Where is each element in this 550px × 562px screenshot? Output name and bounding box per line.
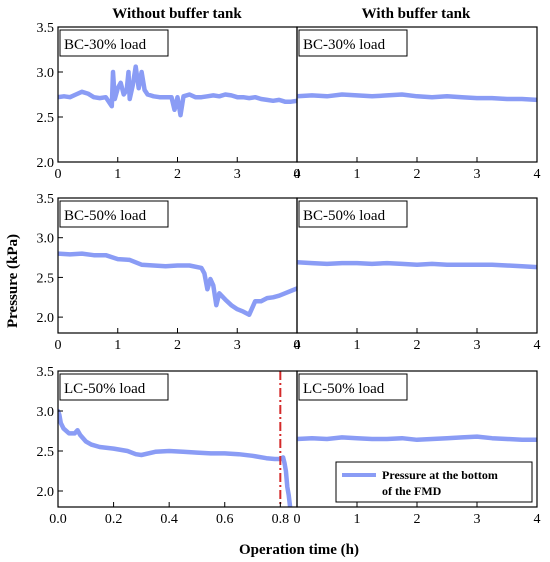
panel-label: BC-50% load — [64, 208, 147, 224]
panel-middle-right: 0 1 2 3 4 BC-50% load — [294, 197, 541, 353]
x-tick-label: 0.8 — [272, 512, 290, 527]
x-tick-label: 1 — [114, 167, 121, 182]
y-tick-label: 3.5 — [37, 192, 55, 207]
y-tick-label: 3.5 — [37, 21, 55, 36]
y-tick-label: 2.0 — [37, 485, 55, 500]
y-tick-label: 2.5 — [37, 445, 55, 460]
panel-label-box — [298, 373, 408, 401]
series-line-top-right — [297, 92, 537, 103]
legend: Pressure at the bottom of the FMD — [335, 461, 533, 503]
series-line-top-left — [58, 64, 297, 118]
y-tick-label: 2.5 — [37, 111, 55, 126]
panel-label: LC-50% load — [303, 381, 385, 397]
series-line-bottom-left — [58, 408, 293, 507]
x-tick-label: 2 — [414, 167, 421, 182]
panel-label: BC-50% load — [303, 208, 386, 224]
x-tick-label: 2 — [174, 338, 181, 353]
panel-label-box — [59, 200, 169, 228]
series-line-bottom-right — [297, 434, 537, 443]
x-tick-label: 0.6 — [216, 512, 234, 527]
panel-label-box — [59, 29, 169, 57]
x-tick-label: 1 — [354, 512, 361, 527]
y-axis-title: Pressure (kPa) — [5, 234, 21, 328]
panel-bottom-right: 0 1 2 3 4 LC-50% load — [294, 370, 541, 527]
panel-middle-left: 0 1 2 3 4 2.0 2.5 3.0 3.5 BC-50% load — [37, 192, 301, 353]
x-tick-label: 2 — [414, 512, 421, 527]
x-tick-label: 3 — [474, 338, 481, 353]
x-tick-label: 0 — [294, 338, 301, 353]
x-tick-label: 4 — [534, 167, 541, 182]
panels: 0 1 2 3 4 2.0 2.5 3.0 3.5 BC-30% load 0 1 2 3 4 BC-30% … — [37, 21, 541, 527]
x-tick-label: 1 — [114, 338, 121, 353]
x-tick-label: 4 — [534, 512, 541, 527]
x-tick-label: 4 — [534, 338, 541, 353]
x-tick-label: 0.0 — [49, 512, 67, 527]
y-tick-label: 3.5 — [37, 365, 55, 380]
y-tick-label: 2.5 — [37, 271, 55, 286]
y-tick-label: 2.0 — [37, 156, 55, 171]
y-tick-label: 3.0 — [37, 66, 55, 81]
panel-label-box — [298, 200, 408, 228]
y-tick-label: 2.0 — [37, 311, 55, 326]
column-title-with-buffer: With buffer tank — [362, 6, 471, 22]
x-tick-label: 4 — [294, 167, 301, 182]
panel-bottom-left: 0.0 0.2 0.4 0.6 0.8 2.0 2.5 3.0 3.5 LC-50% load — [37, 365, 298, 527]
x-axis-title: Operation time (h) — [239, 542, 359, 558]
legend-label-line2: of the FMD — [382, 484, 442, 498]
panel-label-box — [59, 373, 169, 401]
legend-box — [335, 461, 533, 503]
panel-label: BC-30% load — [64, 37, 147, 53]
panel-label: BC-30% load — [303, 37, 386, 53]
x-tick-label: 4 — [294, 338, 301, 353]
legend-label-line1: Pressure at the bottom — [382, 468, 498, 482]
x-tick-label: 0 — [294, 167, 301, 182]
x-tick-label: 3 — [474, 167, 481, 182]
x-tick-label: 0 — [55, 167, 62, 182]
y-tick-label: 3.0 — [37, 405, 55, 420]
x-tick-label: 0.2 — [105, 512, 123, 527]
series-line-middle-left — [58, 251, 297, 317]
y-tick-label: 3.0 — [37, 232, 55, 247]
x-tick-label: 3 — [234, 167, 241, 182]
x-tick-label: 3 — [474, 512, 481, 527]
panel-label-box — [298, 29, 408, 57]
panel-top-right: 0 1 2 3 4 BC-30% load — [294, 26, 541, 182]
x-tick-label: 0 — [55, 338, 62, 353]
x-tick-label: 3 — [234, 338, 241, 353]
column-title-without-buffer: Without buffer tank — [112, 6, 242, 22]
x-tick-label: 2 — [174, 167, 181, 182]
panel-label: LC-50% load — [64, 381, 146, 397]
x-tick-label: 0 — [294, 512, 301, 527]
x-tick-label: 2 — [414, 338, 421, 353]
panel-top-left: 0 1 2 3 4 2.0 2.5 3.0 3.5 BC-30% load — [37, 21, 301, 182]
series-line-middle-right — [297, 260, 537, 270]
x-tick-label: 1 — [354, 338, 361, 353]
x-tick-label: 1 — [354, 167, 361, 182]
x-tick-label: 0.4 — [160, 512, 178, 527]
